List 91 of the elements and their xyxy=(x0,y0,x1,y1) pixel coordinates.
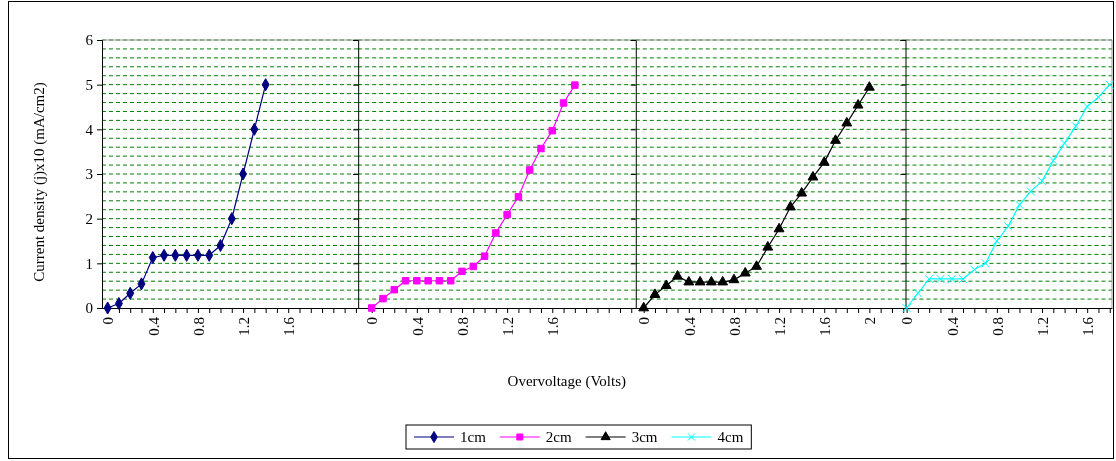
point xyxy=(424,277,432,285)
point xyxy=(807,170,819,181)
point xyxy=(694,275,706,286)
point xyxy=(413,277,421,285)
point xyxy=(458,267,466,276)
point xyxy=(717,275,729,286)
x-tick-label: 1.6 xyxy=(545,316,562,336)
point xyxy=(480,252,489,260)
point xyxy=(863,81,875,91)
point xyxy=(446,277,455,285)
point xyxy=(705,275,717,286)
point xyxy=(796,187,808,197)
x-tick-label: 0 xyxy=(899,317,916,325)
point xyxy=(525,166,534,174)
point xyxy=(936,274,945,284)
point xyxy=(537,144,545,153)
x-tick-label: 0 xyxy=(364,317,381,325)
point xyxy=(390,285,399,294)
point xyxy=(852,99,864,109)
x-axis-title: Overvoltage (Volts) xyxy=(507,373,626,390)
point xyxy=(1060,138,1070,148)
point xyxy=(469,262,478,271)
x-tick-label: 2 xyxy=(862,317,879,325)
point xyxy=(1082,102,1092,111)
point xyxy=(751,260,762,270)
point xyxy=(784,200,796,211)
point xyxy=(548,126,557,135)
x-tick-label: 0 xyxy=(100,317,117,325)
point xyxy=(981,258,991,268)
legend-label: 4cm xyxy=(717,429,744,445)
point xyxy=(924,274,934,284)
point xyxy=(503,210,511,219)
point xyxy=(514,193,523,201)
point xyxy=(367,304,376,312)
x-tick-label: 0.4 xyxy=(681,316,698,336)
point xyxy=(379,294,387,303)
point xyxy=(841,116,853,127)
point xyxy=(1026,186,1036,196)
legend-label: 3cm xyxy=(631,429,658,445)
point xyxy=(435,277,444,285)
legend-label: 2cm xyxy=(545,429,572,445)
x-tick-label: 1.2 xyxy=(499,317,516,336)
point xyxy=(969,265,979,275)
x-tick-label: 0.4 xyxy=(145,316,162,336)
point xyxy=(830,134,841,144)
y-tick-label: 6 xyxy=(85,32,94,49)
y-tick-label: 5 xyxy=(85,76,93,93)
point xyxy=(401,277,410,285)
y-tick-label: 4 xyxy=(85,121,94,138)
point xyxy=(947,274,957,284)
point xyxy=(571,81,579,89)
point xyxy=(660,279,672,290)
point xyxy=(818,156,830,166)
point xyxy=(1094,92,1103,102)
point xyxy=(1071,121,1081,131)
point xyxy=(773,222,785,233)
point xyxy=(672,270,683,280)
point xyxy=(958,274,968,284)
point xyxy=(739,266,751,277)
x-tick-label: 0.8 xyxy=(454,317,471,336)
y-axis-title: Current density (j)x10 (mA/cm2) xyxy=(31,82,48,282)
point xyxy=(992,236,1002,246)
x-tick-label: 1.2 xyxy=(771,317,788,336)
y-tick-label: 3 xyxy=(85,166,93,183)
point xyxy=(1003,221,1013,231)
x-tick-label: 0.8 xyxy=(726,317,743,336)
point xyxy=(683,275,695,286)
point xyxy=(728,273,740,284)
point xyxy=(638,301,650,312)
point xyxy=(762,241,774,251)
legend-label: 1cm xyxy=(460,429,487,445)
x-tick-label: 1.6 xyxy=(816,316,833,336)
x-tick-label: 1.2 xyxy=(235,317,252,336)
point xyxy=(1048,156,1058,166)
x-tick-label: 0 xyxy=(636,317,653,325)
x-tick-label: 1.6 xyxy=(280,316,297,336)
point xyxy=(913,288,923,298)
point xyxy=(1105,80,1115,90)
x-tick-label: 0.4 xyxy=(409,316,426,336)
x-tick-label: 0.8 xyxy=(190,317,207,336)
point xyxy=(1037,176,1047,186)
x-tick-label: 0.4 xyxy=(944,316,961,336)
point xyxy=(559,99,568,107)
point xyxy=(492,229,500,237)
point xyxy=(1015,200,1024,210)
x-tick-label: 1.6 xyxy=(1079,316,1096,336)
point xyxy=(649,288,661,298)
y-tick-label: 2 xyxy=(85,210,93,227)
y-tick-label: 1 xyxy=(85,255,93,272)
x-tick-label: 1.2 xyxy=(1034,317,1051,336)
x-tick-label: 0.8 xyxy=(989,317,1006,336)
